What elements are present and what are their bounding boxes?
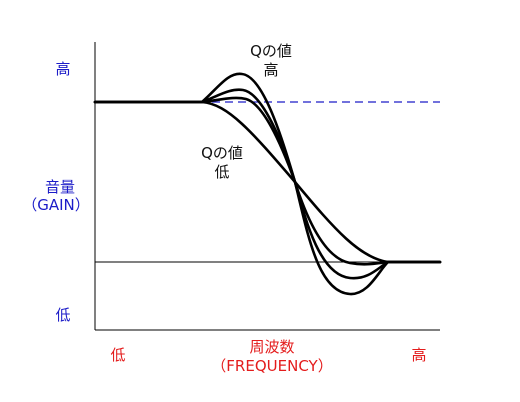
x-axis-high-label: 高 <box>411 346 427 364</box>
y-axis-high-label: 高 <box>55 60 71 78</box>
q-high-annotation-line1: Qの値 <box>250 42 292 60</box>
curve-q-medium <box>93 96 442 266</box>
x-axis-title-line2: （FREQUENCY） <box>211 357 333 375</box>
y-axis-low-label: 低 <box>55 306 71 324</box>
curve-q-low <box>93 100 442 264</box>
q-low-annotation-line1: Qの値 <box>201 144 243 162</box>
y-axis-title-line1: 音量 <box>44 178 76 196</box>
q-high-annotation-line2: 高 <box>263 61 279 79</box>
curve-q-high <box>93 88 442 280</box>
y-axis-title-line2: （GAIN） <box>22 196 90 214</box>
x-axis-title-line1: 周波数 <box>249 338 295 356</box>
q-low-annotation-line2: 低 <box>214 163 230 181</box>
x-axis-low-label: 低 <box>110 346 126 364</box>
